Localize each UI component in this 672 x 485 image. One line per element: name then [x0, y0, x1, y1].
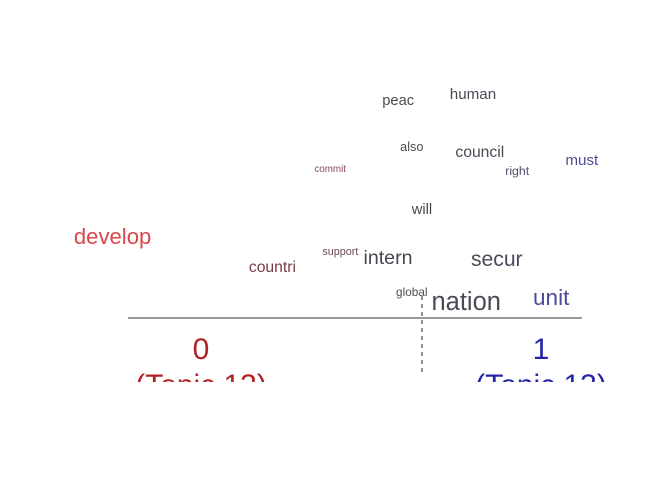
- word-label-council: council: [455, 144, 504, 161]
- word-label-right: right: [505, 164, 530, 178]
- word-label-support: support: [322, 246, 358, 258]
- word-label-global: global: [396, 285, 428, 299]
- pole-value-0: 0: [193, 333, 210, 366]
- word-label-nation: nation: [431, 288, 500, 316]
- word-label-must: must: [565, 152, 599, 169]
- word-label-will: will: [411, 202, 432, 218]
- word-label-also: also: [400, 140, 423, 154]
- word-label-commit: commit: [314, 164, 346, 175]
- word-label-peac: peac: [382, 93, 414, 109]
- word-label-human: human: [450, 86, 496, 103]
- word-label-intern: intern: [363, 247, 412, 269]
- word-label-develop: develop: [74, 224, 151, 249]
- word-label-unit: unit: [533, 285, 570, 310]
- word-label-countri: countri: [249, 259, 296, 276]
- word-label-secur: secur: [471, 248, 523, 271]
- pole-topic-label-0: (Topic 13): [135, 369, 267, 402]
- pole-topic-label-1: (Topic 13): [475, 369, 607, 402]
- pole-value-1: 1: [533, 333, 550, 366]
